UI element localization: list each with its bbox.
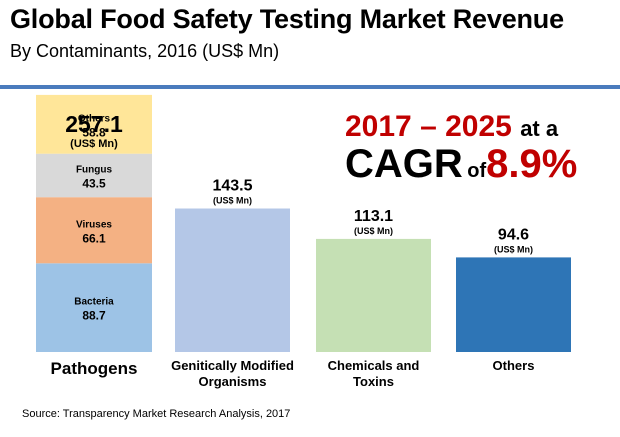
value-label-genitically-modified-organisms: 143.5 [212,178,252,195]
segment-value-fungus: 43.5 [82,176,106,190]
chart-title: Global Food Safety Testing Market Revenu… [10,4,564,34]
bar-others [456,257,571,352]
segment-label-viruses: Viruses [76,219,112,230]
segment-value-others: 58.8 [82,125,106,139]
bar-segment-bacteria [36,263,152,352]
bar-segment-others [36,94,152,154]
category-label-others: Others [493,358,535,373]
category-label-pathogens: Pathogens [51,359,138,378]
unit-label-others: (US$ Mn) [494,244,533,254]
bar-genitically-modified-organisms [175,208,290,352]
segment-label-fungus: Fungus [76,164,113,175]
source-note: Source: Transparency Market Research Ana… [22,408,291,420]
segment-value-bacteria: 88.7 [82,309,106,323]
category-label-chemicals-and-toxins: Chemicals and Toxins [328,358,420,389]
cagr-years: 2017 – 2025 [345,110,512,143]
cagr-period: 2017 – 2025 at a [345,110,558,144]
cagr-statement: CAGR of8.9% [345,142,577,187]
title-divider [0,85,620,89]
segment-label-bacteria: Bacteria [74,297,114,308]
cagr-at-a: at a [520,116,559,141]
bar-segment-fungus [36,153,152,198]
unit-label-genitically-modified-organisms: (US$ Mn) [213,196,252,206]
value-label-chemicals-and-toxins: 113.1 [354,208,393,225]
unit-label-pathogens: (US$ Mn) [70,138,118,150]
cagr-of: of [467,160,487,182]
segment-label-others: Others [78,113,111,124]
value-label-pathogens: 257.1 [65,111,123,137]
bar-chemicals-and-toxins [316,238,431,352]
segment-value-viruses: 66.1 [82,231,106,245]
chart-subtitle: By Contaminants, 2016 (US$ Mn) [10,41,280,61]
unit-label-chemicals-and-toxins: (US$ Mn) [354,226,393,236]
cagr-label: CAGR [345,142,463,186]
category-label-genitically-modified-organisms: Genitically Modified Organisms [171,358,294,389]
value-label-others: 94.6 [498,226,529,243]
cagr-value: 8.9% [486,142,578,186]
bar-segment-viruses [36,197,152,264]
